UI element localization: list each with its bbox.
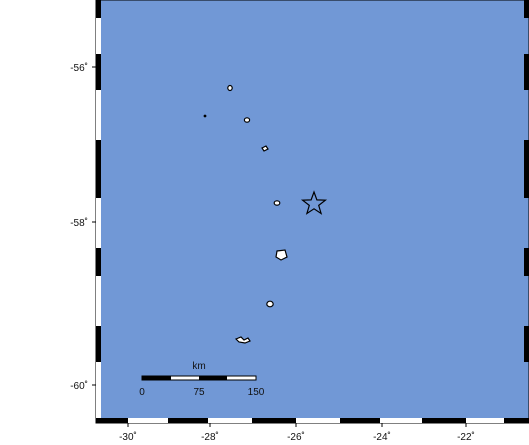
scale-label-0: 0 xyxy=(139,387,145,398)
island-6 xyxy=(275,249,288,261)
lat-label-58: -58˚ xyxy=(70,217,88,229)
lon-label-24: -24˚ xyxy=(373,431,391,443)
ocean-area xyxy=(96,0,529,423)
scale-unit-label: km xyxy=(192,361,205,372)
island-7 xyxy=(266,300,274,308)
bottom-frame-scale xyxy=(96,418,529,423)
star-icon xyxy=(300,190,328,215)
right-frame-scale xyxy=(524,0,529,362)
scale-segment-3 xyxy=(199,376,227,380)
lon-label-26: -26˚ xyxy=(287,431,305,443)
lat-tick-marks xyxy=(92,66,96,386)
island-5 xyxy=(273,200,281,206)
lat-label-56: -56˚ xyxy=(70,62,88,74)
left-frame-scale xyxy=(96,0,101,423)
island-8 xyxy=(234,336,251,344)
lon-label-28: -28˚ xyxy=(201,431,219,443)
island-2 xyxy=(203,114,207,118)
island-1 xyxy=(227,84,233,92)
lon-label-22: -22˚ xyxy=(457,431,475,443)
island-3 xyxy=(243,117,251,123)
scale-segment-1 xyxy=(142,376,171,380)
lat-label-60: -60˚ xyxy=(70,380,88,392)
scale-label-150: 150 xyxy=(248,387,265,398)
scale-bar: km 0 75 150 xyxy=(139,361,265,398)
lon-tick-marks xyxy=(127,423,467,427)
lon-label-30: -30˚ xyxy=(119,431,137,443)
scale-label-75: 75 xyxy=(193,387,205,398)
island-4 xyxy=(261,145,269,152)
